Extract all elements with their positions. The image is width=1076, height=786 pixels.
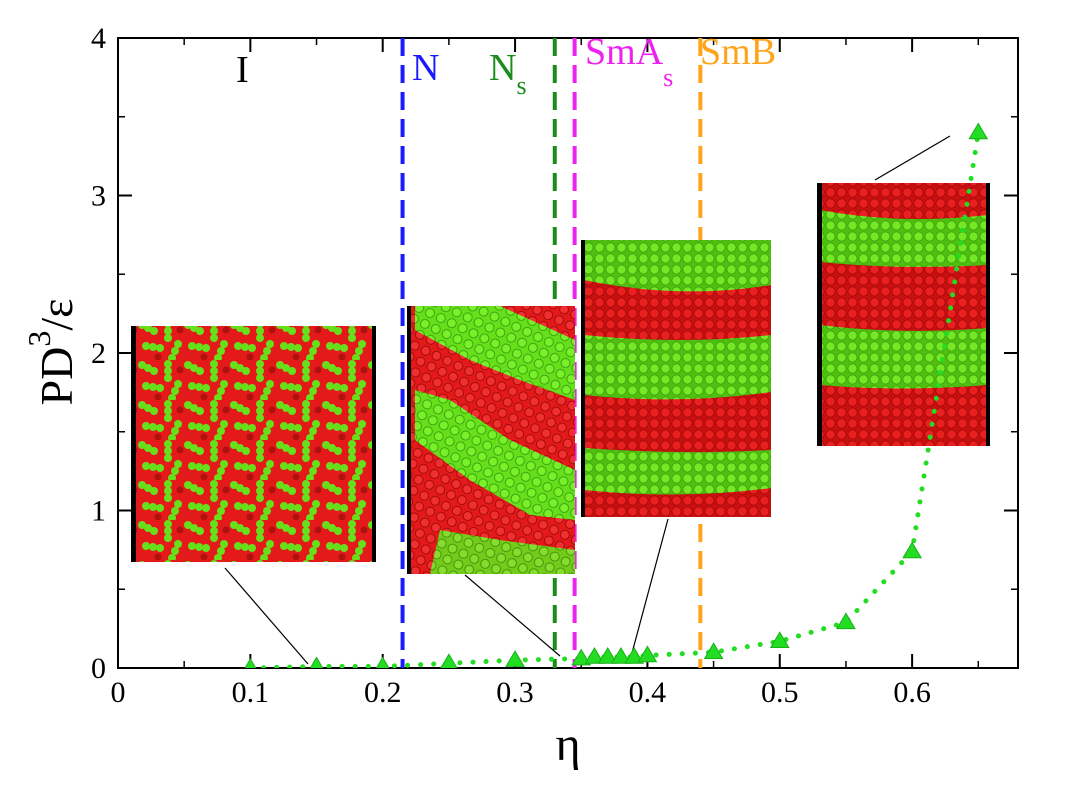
phase-label-i: I <box>236 49 249 91</box>
y-tick-label: 2 <box>91 337 106 370</box>
y-tick-label: 4 <box>91 22 106 55</box>
smectic-b-snapshot <box>817 183 990 446</box>
data-series <box>244 122 989 668</box>
x-tick-label: 0.3 <box>496 676 534 709</box>
data-point <box>611 646 631 664</box>
data-point <box>769 631 790 649</box>
smectic-a-snapshot <box>581 240 771 517</box>
y-tick-label: 0 <box>91 652 106 685</box>
data-point <box>440 653 458 668</box>
phase-label-smb: SmB <box>700 31 776 73</box>
x-tick-label: 0.2 <box>364 676 402 709</box>
data-point <box>597 646 618 664</box>
y-tick-label: 3 <box>91 180 106 213</box>
x-tick-label: 0.4 <box>629 676 667 709</box>
y-tick-label: 1 <box>91 495 106 528</box>
x-tick-label: 0 <box>111 676 126 709</box>
data-point <box>968 122 989 140</box>
nematic-snapshot <box>407 306 575 574</box>
pointer-smectic-b <box>874 135 951 181</box>
axis-tick-labels: 0 0.1 0.2 0.3 0.4 0.5 0.6 0 1 2 3 4 <box>91 22 931 709</box>
pointer-isotropic <box>224 567 309 665</box>
y-axis-title: PD3/ε <box>21 299 82 406</box>
x-axis-title: η <box>555 718 580 771</box>
phase-label-ns: Ns <box>489 47 527 100</box>
data-point <box>624 646 645 664</box>
pointer-nematic <box>464 574 561 657</box>
data-point <box>584 646 605 664</box>
x-tick-label: 0.1 <box>232 676 270 709</box>
phase-labels: I N Ns SmAs SmB <box>236 31 776 100</box>
data-point <box>637 645 658 663</box>
data-point <box>902 541 922 559</box>
phase-label-n: N <box>412 47 439 89</box>
isotropic-snapshot <box>131 326 376 562</box>
x-tick-label: 0.5 <box>761 676 799 709</box>
data-point <box>505 650 525 667</box>
inset-pointers <box>224 135 951 665</box>
series-line <box>247 130 981 668</box>
x-tick-label: 0.6 <box>893 676 931 709</box>
pointer-smectic-a <box>631 518 669 654</box>
data-point <box>571 648 592 666</box>
data-point <box>703 642 724 660</box>
data-point <box>836 612 856 630</box>
data-point <box>375 656 390 668</box>
data-point <box>309 656 324 668</box>
phase-label-smas: SmAs <box>585 31 673 92</box>
data-point <box>244 658 257 668</box>
